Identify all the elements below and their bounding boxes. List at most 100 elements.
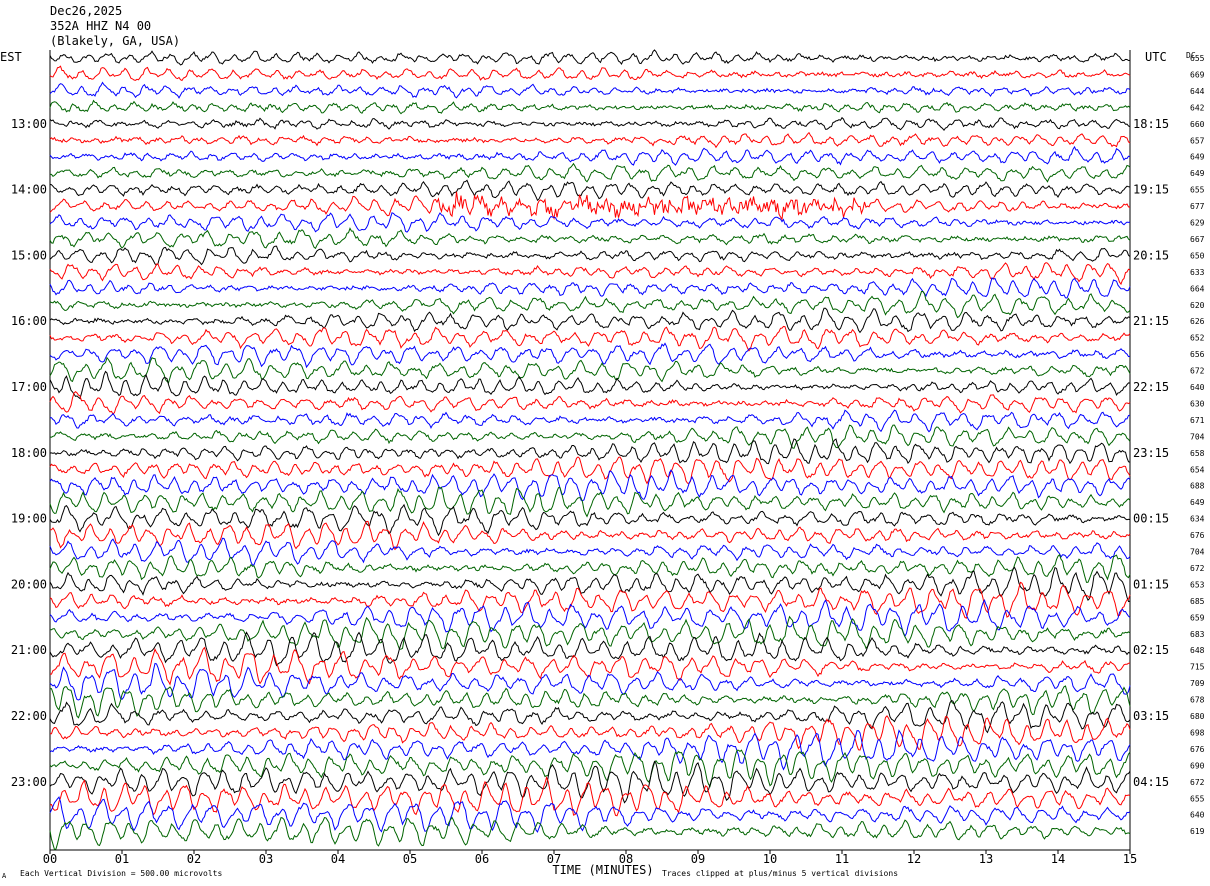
- x-tick-label: 12: [907, 852, 921, 866]
- trace-row-3: [49, 99, 1131, 115]
- dc-offset-label: 657: [1190, 136, 1205, 145]
- trace-row-44: [49, 760, 1131, 804]
- dc-offset-label: 640: [1190, 811, 1205, 820]
- dc-offset-label: 654: [1190, 465, 1205, 474]
- dc-offset-label: 683: [1190, 630, 1205, 639]
- x-tick-label: 08: [619, 852, 633, 866]
- trace-row-39: [49, 685, 1131, 719]
- trace-row-34: [49, 598, 1131, 638]
- left-time-label: 13:00: [11, 117, 47, 131]
- header-location: (Blakely, GA, USA): [50, 34, 181, 48]
- trace-row-2: [49, 81, 1131, 99]
- trace-row-32: [49, 566, 1131, 603]
- x-tick-label: 09: [691, 852, 705, 866]
- dc-offset-label: 677: [1190, 202, 1205, 211]
- left-time-label: 14:00: [11, 183, 47, 197]
- trace-row-42: [49, 729, 1131, 771]
- trace-row-7: [50, 162, 1131, 183]
- trace-row-23: [49, 424, 1131, 449]
- trace-row-17: [49, 325, 1131, 352]
- dc-offset-label: 644: [1190, 87, 1205, 96]
- dc-offset-label: 672: [1190, 778, 1205, 787]
- trace-row-19: [49, 356, 1131, 384]
- right-time-label: 18:15: [1133, 117, 1169, 131]
- dc-offset-label: 626: [1190, 317, 1205, 326]
- right-time-label: 04:15: [1133, 775, 1169, 789]
- x-tick-label: 14: [1051, 852, 1065, 866]
- dc-offset-label: 620: [1190, 301, 1205, 310]
- dc-offset-label: 688: [1190, 482, 1205, 491]
- trace-row-18: [49, 342, 1131, 369]
- x-tick-label: 05: [403, 852, 417, 866]
- dc-offset-label: 678: [1190, 696, 1205, 705]
- trace-row-45: [49, 775, 1131, 817]
- x-tick-label: 01: [115, 852, 129, 866]
- dc-offset-label: 664: [1190, 284, 1205, 293]
- trace-row-47: [49, 816, 1131, 851]
- left-time-label: 21:00: [11, 643, 47, 657]
- corner-mark: А: [2, 872, 7, 880]
- dc-offset-label: 629: [1190, 219, 1205, 228]
- x-tick-label: 10: [763, 852, 777, 866]
- dc-offset-label: 676: [1190, 531, 1205, 540]
- trace-row-28: [49, 503, 1131, 537]
- x-tick-label: 13: [979, 852, 993, 866]
- trace-row-38: [49, 662, 1131, 701]
- dc-offset-label: 653: [1190, 580, 1205, 589]
- dc-offset-label: 656: [1190, 350, 1205, 359]
- trace-row-36: [49, 631, 1131, 667]
- left-time-label: 17:00: [11, 380, 47, 394]
- trace-row-20: [49, 370, 1131, 400]
- x-tick-label: 06: [475, 852, 489, 866]
- trace-row-46: [49, 796, 1131, 833]
- left-axis-label: EST: [0, 50, 22, 64]
- trace-row-12: [49, 245, 1131, 266]
- dc-offset-label: 640: [1190, 383, 1205, 392]
- vertical-division-note: Each Vertical Division = 500.00 microvol…: [20, 869, 222, 878]
- left-time-label: 20:00: [11, 577, 47, 591]
- dc-offset-label: 649: [1190, 153, 1205, 162]
- trace-row-4: [49, 116, 1131, 132]
- x-tick-label: 03: [259, 852, 273, 866]
- dc-offset-label: 655: [1190, 794, 1205, 803]
- left-time-label: 19:00: [11, 512, 47, 526]
- dc-offset-label: 709: [1190, 679, 1205, 688]
- left-time-label: 18:00: [11, 446, 47, 460]
- dc-label: DC: [1186, 51, 1196, 60]
- trace-row-21: [49, 391, 1131, 415]
- x-tick-label: 07: [547, 852, 561, 866]
- trace-row-5: [49, 131, 1131, 149]
- trace-row-14: [49, 277, 1131, 299]
- trace-row-24: [49, 438, 1131, 465]
- dc-offset-label: 704: [1190, 548, 1205, 557]
- trace-row-11: [49, 227, 1131, 250]
- trace-row-27: [49, 486, 1131, 518]
- dc-offset-label: 655: [1190, 186, 1205, 195]
- dc-offset-label: 649: [1190, 169, 1205, 178]
- left-time-label: 22:00: [11, 709, 47, 723]
- right-time-label: 01:15: [1133, 577, 1169, 591]
- clip-note: Traces clipped at plus/minus 5 vertical …: [662, 869, 898, 878]
- dc-offset-label: 619: [1190, 827, 1205, 836]
- right-time-label: 23:15: [1133, 446, 1169, 460]
- x-tick-label: 00: [43, 852, 57, 866]
- right-time-label: 21:15: [1133, 314, 1169, 328]
- x-axis-title: TIME (MINUTES): [552, 863, 653, 877]
- dc-offset-label: 704: [1190, 432, 1205, 441]
- dc-offset-label: 649: [1190, 498, 1205, 507]
- dc-offset-label: 671: [1190, 416, 1205, 425]
- x-tick-label: 02: [187, 852, 201, 866]
- header-date: Dec26,2025: [50, 4, 123, 18]
- left-time-label: 16:00: [11, 314, 47, 328]
- x-tick-label: 15: [1123, 852, 1137, 866]
- trace-row-41: [50, 715, 1131, 751]
- left-time-label: 15:00: [11, 248, 47, 262]
- right-time-label: 22:15: [1133, 380, 1169, 394]
- right-time-label: 03:15: [1133, 709, 1169, 723]
- trace-row-1: [49, 65, 1131, 82]
- trace-row-16: [49, 307, 1131, 334]
- trace-row-6: [49, 145, 1131, 166]
- trace-row-15: [49, 291, 1131, 319]
- trace-row-10: [49, 212, 1131, 233]
